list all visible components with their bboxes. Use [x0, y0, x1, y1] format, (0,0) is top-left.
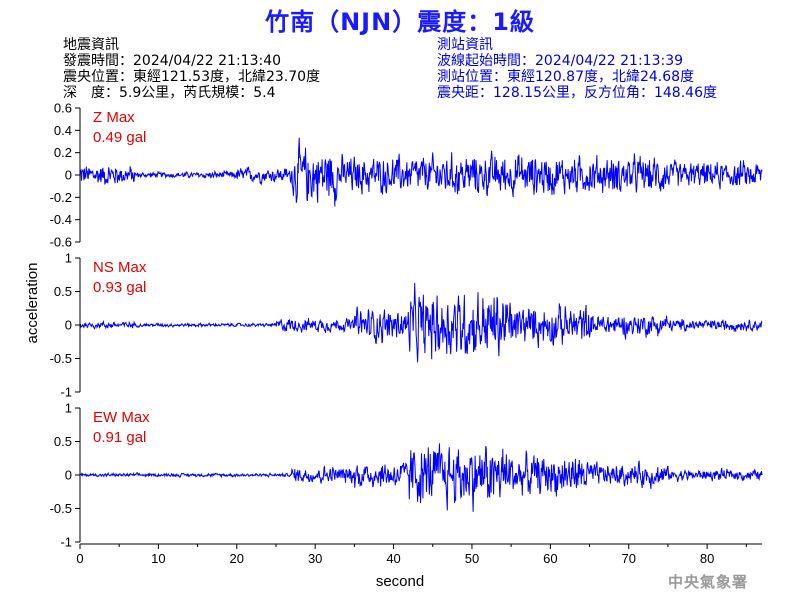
x-axis-label: second: [376, 573, 424, 590]
x-tick-label: 10: [151, 551, 165, 566]
y-tick-label: 0: [65, 168, 72, 183]
max-label-z: Z Max: [93, 109, 135, 126]
y-tick-label: -0.6: [50, 235, 72, 250]
waveform-ew: [79, 443, 763, 512]
y-tick-label: 0.5: [54, 434, 72, 449]
max-value-ew: 0.91 gal: [93, 429, 146, 446]
x-tick-label: 50: [465, 551, 479, 566]
agency-credit: 中央氣象署: [667, 573, 748, 591]
y-tick-label: -1: [60, 535, 72, 550]
max-value-ns: 0.93 gal: [93, 279, 146, 296]
station-info-heading: 測站資訊: [437, 37, 493, 53]
y-tick-label: -0.5: [50, 351, 72, 366]
y-tick-label: 1: [65, 251, 72, 266]
station-location: 測站位置：東經120.87度，北緯24.68度: [437, 69, 695, 85]
x-tick-label: 70: [622, 551, 636, 566]
max-value-z: 0.49 gal: [93, 129, 146, 146]
x-tick-label: 80: [700, 551, 714, 566]
y-tick-label: 0.2: [54, 145, 72, 160]
y-tick-label: 0.5: [54, 284, 72, 299]
quake-info: 地震資訊 發震時間：2024/04/22 21:13:40 震央位置：東經121…: [63, 37, 320, 101]
station-info: 測站資訊 波線起始時間：2024/04/22 21:13:39 測站位置：東經1…: [437, 37, 717, 101]
station-wave-start: 波線起始時間：2024/04/22 21:13:39: [437, 53, 684, 69]
max-label-ns: NS Max: [93, 259, 147, 276]
x-tick-label: 60: [543, 551, 557, 566]
y-tick-label: -1: [60, 385, 72, 400]
y-tick-label: 0.6: [54, 101, 72, 116]
chart-title: 竹南（NJN）震度：1級: [265, 8, 535, 36]
y-tick-label: 1: [65, 401, 72, 416]
y-axis-label: acceleration: [24, 263, 41, 344]
x-tick-label: 0: [76, 551, 83, 566]
quake-epicenter: 震央位置：東經121.53度，北緯23.70度: [63, 69, 321, 85]
y-tick-label: 0: [65, 318, 72, 333]
max-label-ew: EW Max: [93, 409, 150, 426]
y-tick-label: 0: [65, 468, 72, 483]
quake-info-heading: 地震資訊: [63, 37, 119, 53]
quake-depth-magnitude: 深 度：5.9公里，芮氏規模：5.4: [63, 85, 276, 101]
station-distance: 震央距：128.15公里，反方位角：148.46度: [437, 85, 717, 101]
x-tick-label: 20: [230, 551, 244, 566]
y-tick-label: -0.5: [50, 501, 72, 516]
waveform-z: [79, 137, 763, 207]
waveform-ns: [79, 282, 763, 363]
x-tick-label: 30: [308, 551, 322, 566]
y-tick-label: 0.4: [54, 123, 72, 138]
y-tick-label: -0.4: [50, 212, 72, 227]
x-tick-label: 40: [386, 551, 400, 566]
quake-time: 發震時間：2024/04/22 21:13:40: [63, 53, 282, 69]
y-tick-label: -0.2: [50, 190, 72, 205]
